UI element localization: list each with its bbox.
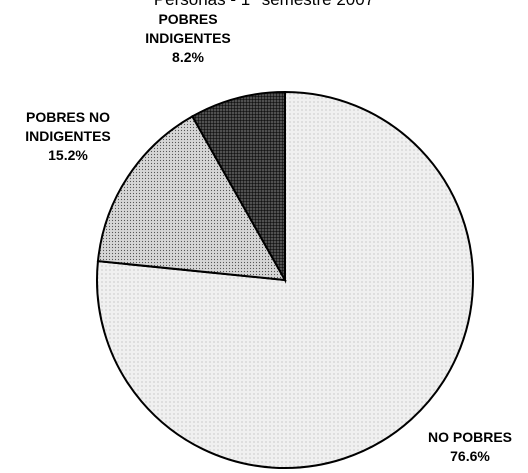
pie-slice [96, 115, 287, 282]
slice-label: POBRES INDIGENTES [145, 11, 231, 46]
slice-value: 8.2% [172, 49, 204, 65]
chart-title: Personas - 1° semestre 2007 [0, 0, 528, 10]
slice-value: 76.6% [450, 448, 490, 464]
slice-value: 15.2% [48, 147, 88, 163]
slice-label: NO POBRES [427, 429, 512, 445]
slice-label: POBRES NO INDIGENTES [25, 109, 111, 144]
pie-slice [191, 90, 286, 284]
